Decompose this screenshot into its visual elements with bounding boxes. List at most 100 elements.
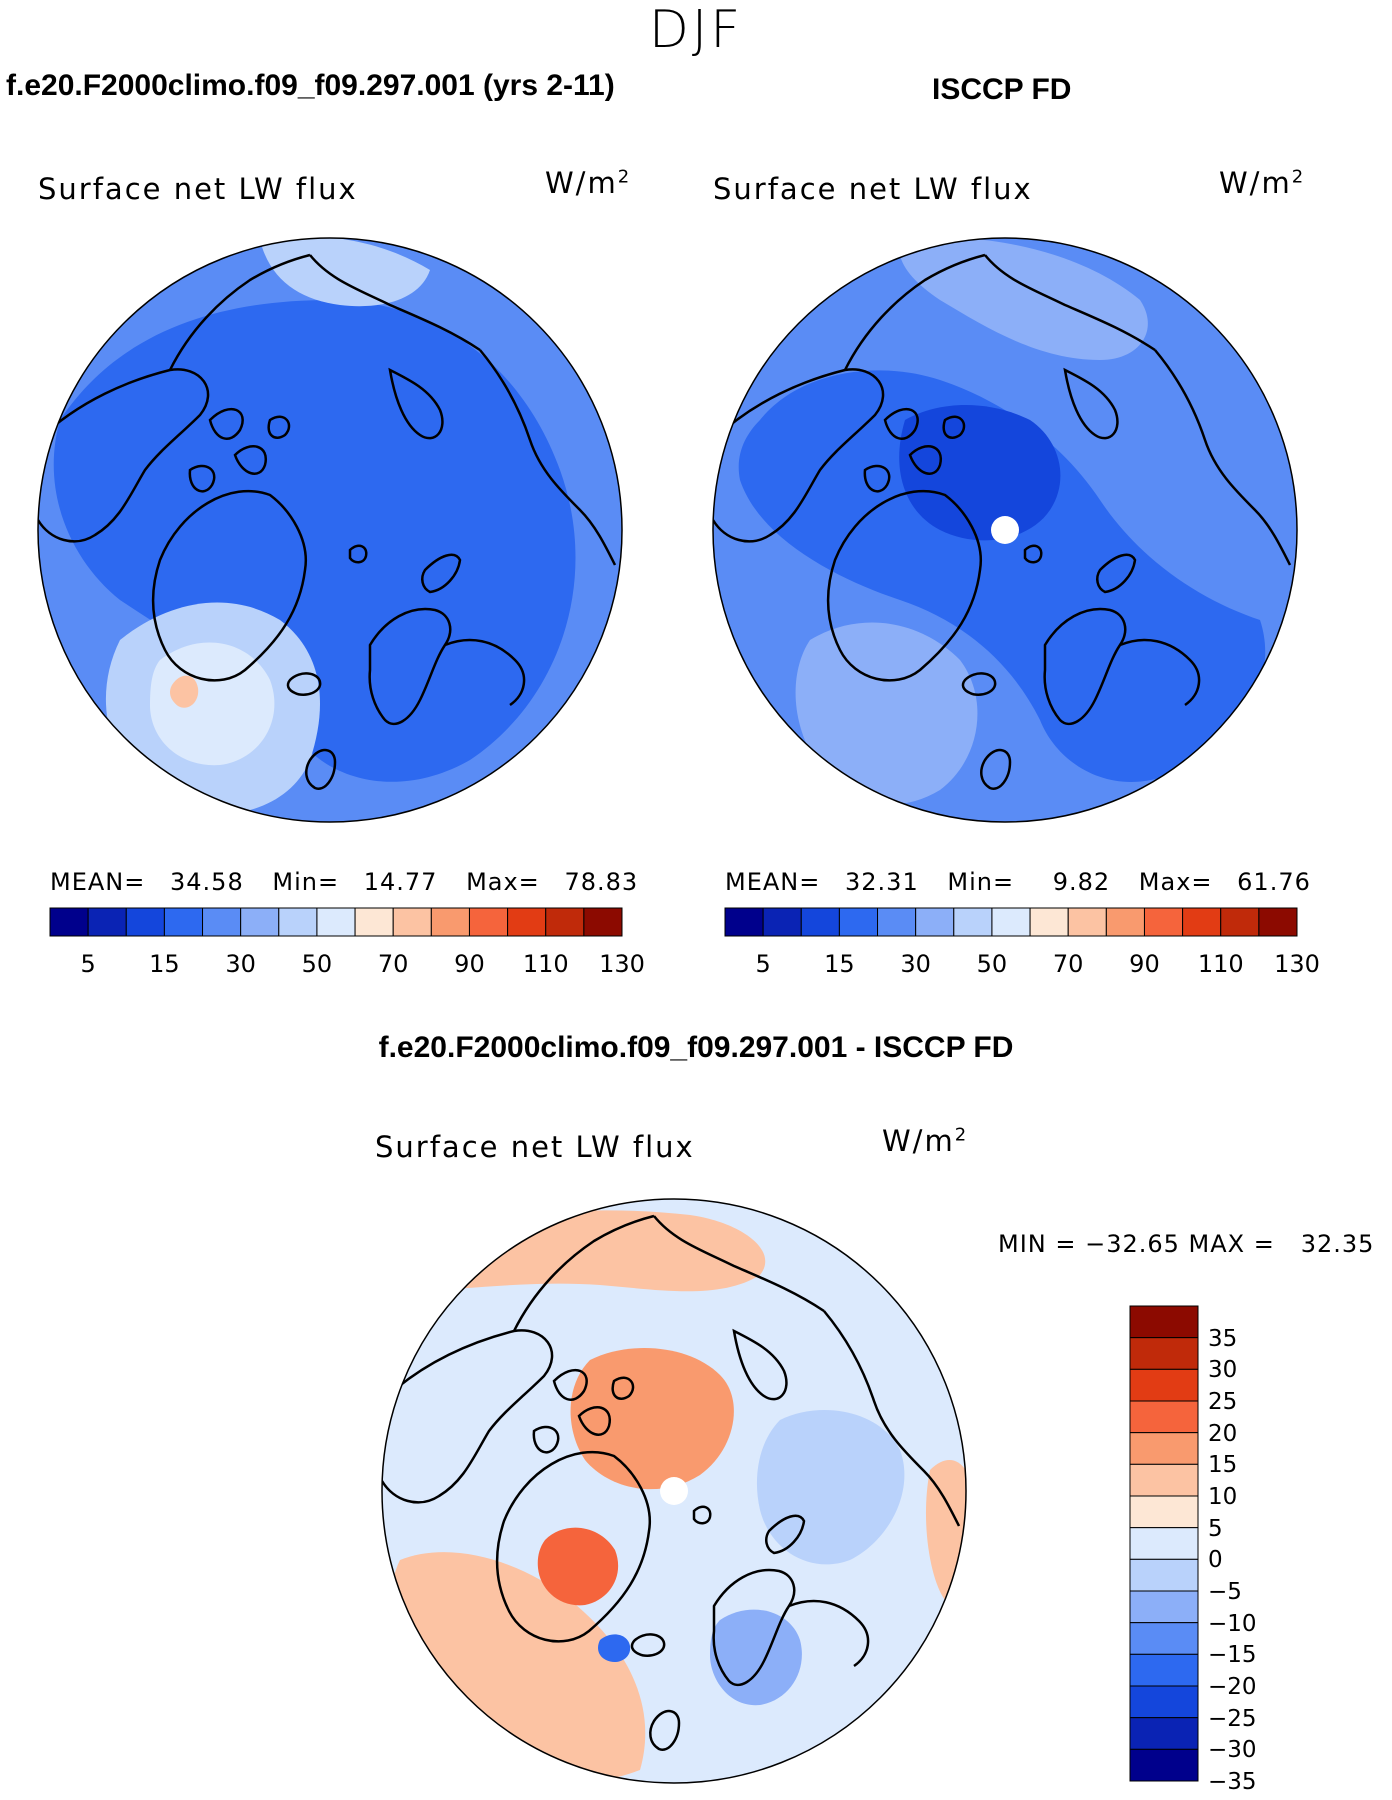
obs-map-darkest-region [899,405,1061,541]
model-colorbar-swatch [125,907,165,937]
diff-colorbar-swatch [1129,1653,1199,1687]
diff-colorbar-labels: 35 30 25 20 15 10 5 0 −5 −10 −15 −20 −25 −30 −35 [1208,1324,1257,1799]
model-colorbar-swatch [583,907,623,937]
season-title: DJF [648,0,744,60]
obs-colorbar-swatch [991,907,1031,937]
diff-colorbar-tick-label: 0 [1208,1547,1223,1574]
diff-map-coldest-region [598,1634,631,1663]
model-colorbar-swatch [278,907,318,937]
obs-colorbar-swatch [953,907,993,937]
model-colorbar-tick-label: 50 [301,950,333,978]
diff-colorbar-tick-label: −15 [1208,1642,1257,1669]
model-colorbar-tick-label: 130 [599,950,645,978]
obs-colorbar-swatch [1220,907,1260,937]
diff-colorbar-swatch [1129,1748,1199,1782]
model-colorbar-swatch [163,907,204,937]
diff-colorbar-swatch [1129,1495,1199,1529]
model-colorbar-swatch [354,907,394,937]
diff-colorbar-swatch [1129,1717,1199,1750]
model-map [37,237,623,823]
obs-map-dark-region [738,370,1266,782]
model-colorbar-swatch [49,907,89,937]
model-map-warm-region [170,675,199,708]
diff-colorbar-tick-label: −25 [1208,1705,1257,1732]
model-max-value: 78.83 [564,868,639,896]
diff-map-border [381,1198,967,1784]
diff-map-cold-region [710,1609,802,1706]
model-min-value: 14.77 [363,868,438,896]
diff-colorbar-swatch [1129,1463,1199,1497]
model-min-label: Min= [272,868,340,896]
obs-colorbar-tick-label: 30 [900,950,931,978]
obs-colorbar-tick-label: 15 [824,950,855,978]
model-colorbar-swatch [468,907,509,937]
obs-map-border [712,237,1298,823]
diff-colorbar [1129,1305,1199,1782]
diff-map-warm-region-north [411,1210,766,1292]
diff-colorbar-tick-label: −30 [1208,1737,1257,1764]
diff-colorbar-tick-label: −35 [1208,1768,1257,1795]
obs-colorbar-swatch [838,907,879,937]
diff-colorbar-swatch [1129,1685,1199,1719]
obs-colorbar-swatch [762,907,802,937]
model-mean-value: 34.58 [170,868,244,896]
diff-colorbar-tick-label: −10 [1208,1610,1257,1637]
model-colorbar-swatch [240,907,280,937]
model-map-pale-region [150,642,275,766]
obs-colorbar-tick-label: 130 [1274,950,1320,978]
model-colorbar-swatch [202,907,242,937]
obs-variable-title: Surface net LW flux [713,172,1033,206]
model-colorbar-swatch [392,907,432,937]
model-colorbar [49,907,623,937]
obs-colorbar-swatch [1258,907,1298,937]
diff-variable-title: Surface net LW flux [375,1130,695,1164]
diff-map-cool-region [756,1410,905,1565]
obs-units: W/m2 [1219,166,1305,200]
obs-colorbar-tick-label: 5 [755,950,771,978]
obs-colorbar-labels: 5 15 30 50 70 90 110 130 [0,950,1392,980]
model-colorbar-swatch [507,907,547,937]
obs-colorbar-tick-label: 70 [1052,950,1084,978]
diff-colorbar-swatch [1129,1432,1199,1465]
model-case-title: f.e20.F2000climo.f09_f09.297.001 (yrs 2-… [6,69,615,102]
obs-map [712,237,1298,823]
diff-colorbar-tick-label: −5 [1208,1578,1242,1605]
diff-pole-hole [660,1477,688,1505]
diff-colorbar-tick-label: 20 [1208,1420,1238,1447]
obs-min-value: 9.82 [1052,868,1111,896]
diff-units: W/m2 [882,1124,968,1158]
diff-colorbar-tick-label: 10 [1208,1483,1238,1510]
model-colorbar-tick-label: 5 [80,950,96,978]
diff-colorbar-tick-label: 15 [1208,1452,1238,1479]
obs-map-light-region-atlantic [795,622,978,805]
obs-colorbar-swatch [915,907,955,937]
diff-colorbar-tick-label: 35 [1208,1325,1238,1352]
obs-colorbar-swatch [1029,907,1069,937]
obs-units-base: W/m [1219,166,1292,200]
obs-case-title: ISCCP FD [932,73,1072,106]
diff-colorbar-tick-label: −20 [1208,1673,1257,1700]
diff-units-base: W/m [882,1124,955,1158]
model-max-label: Max= [466,868,540,896]
model-map-dark-region [53,300,576,782]
obs-stats: MEAN= 32.31 Min= 9.82 Max= 61.76 [725,868,1311,896]
obs-mean-label: MEAN= [725,868,821,896]
diff-map [381,1198,967,1784]
model-colorbar-swatch [316,907,356,937]
diff-colorbar-swatch [1129,1622,1199,1655]
diff-colorbar-tick-label: 25 [1208,1388,1238,1415]
obs-colorbar [724,907,1298,937]
obs-colorbar-swatch [1182,907,1222,937]
model-colorbar-tick-label: 110 [522,950,569,978]
model-colorbar-swatch [87,907,127,937]
obs-colorbar-swatch [800,907,840,937]
obs-colorbar-tick-label: 110 [1197,950,1244,978]
diff-case-title: f.e20.F2000climo.f09_f09.297.001 - ISCCP… [378,1031,1014,1064]
model-map-border [37,237,623,823]
model-colorbar-tick-label: 70 [377,950,409,978]
diff-colorbar-tick-label: 5 [1208,1515,1223,1542]
model-units-exponent: 2 [617,166,632,188]
obs-colorbar-tick-label: 50 [976,950,1008,978]
model-colorbar-swatch [545,907,585,937]
